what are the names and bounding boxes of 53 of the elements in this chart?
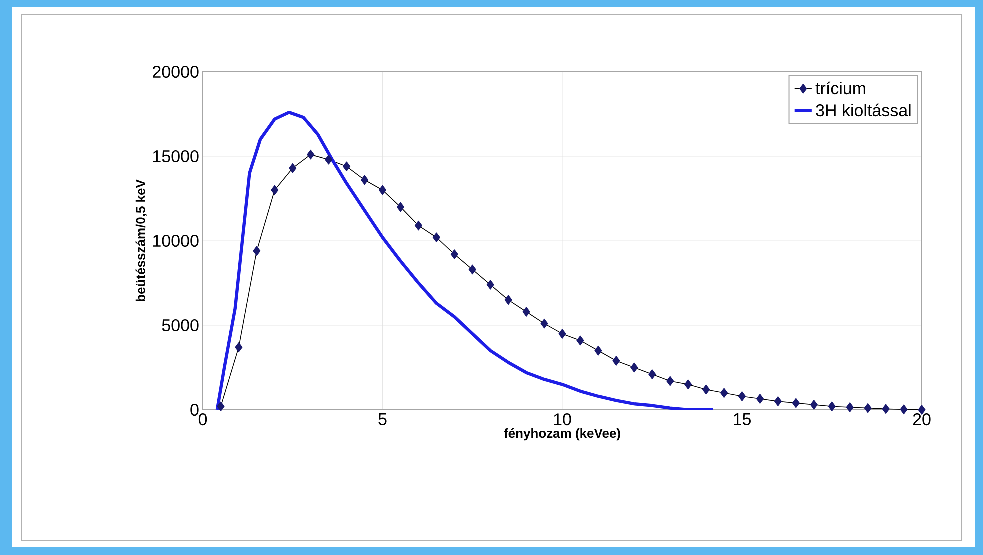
x-tick-label: 15 [734,414,751,426]
point [864,403,872,414]
x-tick-label: 20 [913,414,931,426]
point [594,346,602,356]
point [558,329,566,339]
x-tick-label: 5 [378,414,387,426]
point [630,362,638,373]
y-tick-label: 10000 [154,234,199,248]
point [289,163,297,174]
x-tick-label: 0 [198,414,208,426]
point [361,175,369,186]
point [235,342,243,352]
point [810,400,818,410]
point [702,384,710,395]
legend-label: 3H kioltással [816,104,911,117]
y-tick-label: 20000 [153,66,199,78]
point [450,250,458,260]
point [576,336,584,346]
point [828,402,836,412]
point [774,396,782,406]
point [378,185,387,196]
point [307,150,315,160]
y-tick-label: 5000 [162,319,199,332]
point [684,380,692,390]
point [792,398,800,408]
point [612,356,620,366]
point [540,318,548,329]
point [648,370,656,380]
point [343,162,351,172]
point [486,280,494,290]
point [756,394,764,404]
point [432,232,440,243]
point [468,264,476,275]
x-tick-label: 10 [554,414,572,426]
y-tick-label: 0 [190,404,199,416]
point [217,402,225,412]
point [666,376,674,386]
point [396,202,405,212]
point [504,295,512,306]
point [414,220,422,231]
point [271,185,279,196]
point [900,404,908,415]
legend-label: trícium [816,82,866,95]
x-axis-title: fényhozam (keVee) [504,428,620,441]
y-axis-title: beütésszám/0,5 keV [136,180,148,302]
point [846,402,854,412]
point [720,388,728,398]
y-tick-label: 15000 [154,150,199,163]
point [253,246,261,256]
point [882,404,890,414]
point [522,307,530,317]
point [325,154,333,165]
point [738,392,746,402]
